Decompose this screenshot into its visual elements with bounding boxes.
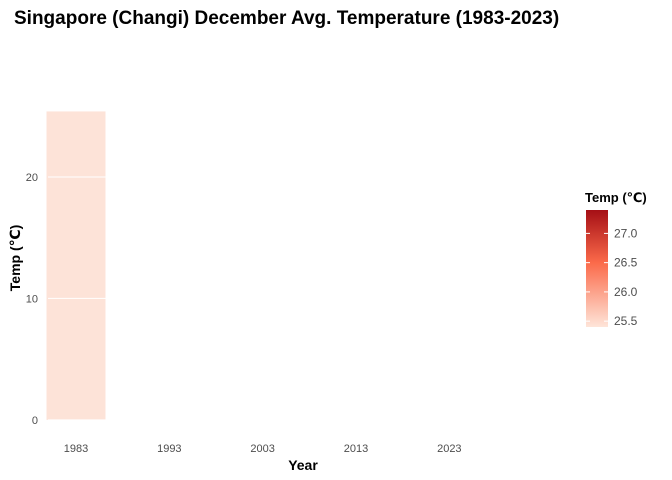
y-tick-label: 0 <box>32 415 38 427</box>
x-axis-title: Year <box>288 457 318 473</box>
x-axis-ticks: 1983 1993 2003 2013 2023 <box>64 443 462 455</box>
bars <box>46 111 106 420</box>
legend-color-bar <box>586 210 608 327</box>
x-tick-label: 2003 <box>250 443 274 455</box>
y-tick-label: 10 <box>26 293 38 305</box>
x-tick-label: 2013 <box>344 443 368 455</box>
legend-tick-label: 27.0 <box>614 226 638 240</box>
y-axis-title: Temp (℃) <box>7 225 23 291</box>
x-tick-label: 1993 <box>157 443 181 455</box>
x-tick-label: 1983 <box>64 443 88 455</box>
legend-title: Temp (℃) <box>585 190 647 205</box>
chart-title: Singapore (Changi) December Avg. Tempera… <box>14 8 559 29</box>
legend-tick-label: 25.5 <box>614 314 638 328</box>
x-tick-label: 2023 <box>437 443 461 455</box>
bar-1983 <box>46 111 106 420</box>
gridlines <box>48 176 552 421</box>
legend-tick-label: 26.5 <box>614 256 638 270</box>
legend: Temp (℃) 25.5 26.0 26.5 27.0 <box>585 190 647 328</box>
y-tick-label: 20 <box>26 172 38 184</box>
y-axis-ticks: 0 10 20 <box>26 172 38 427</box>
legend-ticks: 25.5 26.0 26.5 27.0 <box>586 226 638 328</box>
legend-tick-label: 26.0 <box>614 285 638 299</box>
